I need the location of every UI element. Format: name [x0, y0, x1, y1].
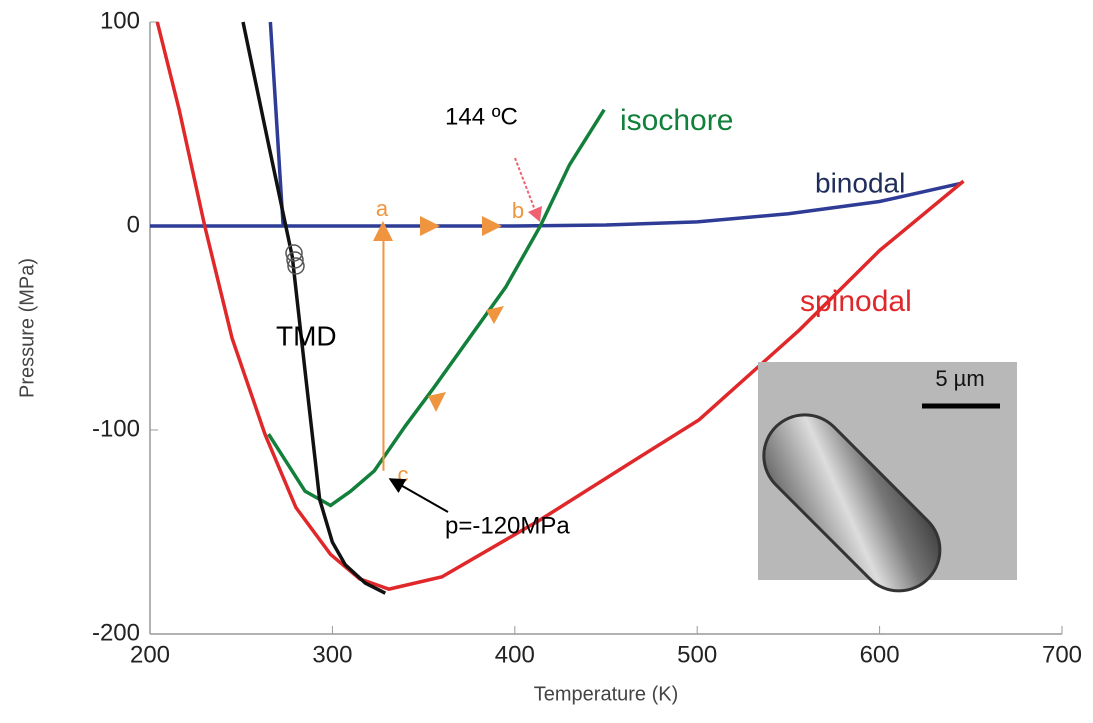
series-line — [150, 181, 963, 228]
annotation: c — [398, 462, 409, 487]
series-label: binodal — [815, 167, 905, 198]
y-tick-label: 0 — [127, 211, 140, 238]
annotation: p=-120MPa — [445, 512, 570, 539]
y-tick-label: -200 — [92, 619, 140, 646]
pointer-arrow — [388, 478, 449, 513]
annotation: b — [512, 198, 524, 223]
x-tick-label: 300 — [312, 641, 352, 668]
series-line — [241, 21, 387, 595]
series-line — [268, 21, 285, 227]
y-tick-label: 100 — [100, 7, 140, 34]
series-line — [155, 21, 965, 591]
y-axis-title: Pressure (MPa) — [16, 258, 38, 398]
x-tick-label: 600 — [860, 641, 900, 668]
series-label: TMD — [276, 320, 337, 351]
scale-label: 5 µm — [935, 366, 984, 391]
series-label: spinodal — [800, 285, 912, 318]
pointer-arrow — [514, 157, 539, 219]
arrow-head — [528, 206, 542, 222]
flow-arrows — [373, 216, 504, 412]
x-tick-label: 400 — [495, 641, 535, 668]
x-axis-title: Temperature (K) — [534, 683, 679, 705]
tmd-points — [285, 244, 305, 275]
x-tick-label: 500 — [677, 641, 717, 668]
series-line — [267, 108, 606, 508]
inset-image: 5 µm — [758, 362, 1017, 593]
x-tick-label: 200 — [130, 641, 170, 668]
x-tick-label: 700 — [1042, 641, 1082, 668]
annotation: a — [376, 196, 389, 221]
y-tick-label: -100 — [92, 415, 140, 442]
annotation: 144 ºC — [445, 103, 518, 130]
series-label: isochore — [620, 104, 733, 137]
